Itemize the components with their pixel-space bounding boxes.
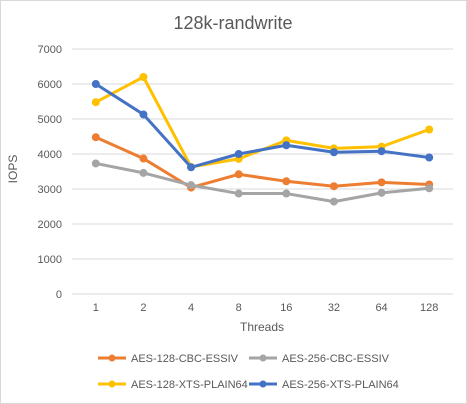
x-tick-label: 16 xyxy=(280,302,292,314)
data-point xyxy=(234,150,243,158)
x-tick-label: 8 xyxy=(236,302,242,314)
y-tick-label: 4000 xyxy=(38,149,62,161)
x-axis-ticks: 1 2 4 8 16 32 64 128 xyxy=(93,302,439,314)
y-tick-label: 7000 xyxy=(38,44,62,56)
data-point xyxy=(139,168,148,177)
x-tick-label: 64 xyxy=(375,302,387,314)
data-point xyxy=(234,189,243,198)
data-point xyxy=(329,148,338,157)
legend-swatch-marker xyxy=(259,354,267,362)
legend-item: AES-256-XTS-PLAIN64 xyxy=(249,379,399,391)
series-line xyxy=(94,135,431,190)
data-point xyxy=(139,73,148,81)
legend-swatch-marker xyxy=(108,354,116,362)
data-point xyxy=(91,133,100,142)
data-point xyxy=(91,98,100,107)
series-line xyxy=(94,82,431,169)
data-point xyxy=(187,181,196,190)
series-layer xyxy=(91,73,434,206)
chart-title: 128k-randwrite xyxy=(173,13,292,33)
legend-item: AES-128-CBC-ESSIV xyxy=(98,353,239,365)
legend-label: AES-256-XTS-PLAIN64 xyxy=(282,379,399,391)
y-tick-label: 0 xyxy=(56,289,62,301)
y-tick-label: 3000 xyxy=(38,184,62,196)
data-point xyxy=(139,154,148,163)
data-point xyxy=(282,189,291,198)
series-1 xyxy=(91,133,434,192)
data-point xyxy=(425,125,434,134)
data-point xyxy=(425,184,434,193)
legend-swatch-marker xyxy=(259,380,267,388)
x-tick-label: 1 xyxy=(93,302,99,314)
legend-label: AES-128-CBC-ESSIV xyxy=(131,353,239,365)
x-tick-label: 2 xyxy=(140,302,146,314)
y-tick-label: 5000 xyxy=(38,114,62,126)
y-axis-label: IOPS xyxy=(6,155,20,184)
data-point xyxy=(329,197,338,206)
series-2 xyxy=(91,159,434,206)
data-point xyxy=(187,163,196,172)
series-line xyxy=(94,161,431,204)
data-point xyxy=(377,188,386,197)
legend: AES-128-CBC-ESSIV AES-256-CBC-ESSIV AES-12… xyxy=(98,353,399,391)
data-point xyxy=(425,153,434,162)
data-point xyxy=(234,170,243,179)
data-point xyxy=(377,147,386,156)
data-point xyxy=(139,110,148,119)
data-point xyxy=(282,177,291,186)
x-tick-label: 4 xyxy=(188,302,194,314)
legend-item: AES-256-CBC-ESSIV xyxy=(249,353,390,365)
data-point xyxy=(377,178,386,187)
legend-label: AES-256-CBC-ESSIV xyxy=(282,353,390,365)
x-tick-label: 128 xyxy=(420,302,438,314)
y-tick-label: 2000 xyxy=(38,219,62,231)
data-point xyxy=(91,159,100,168)
legend-label: AES-128-XTS-PLAIN64 xyxy=(131,379,248,391)
y-tick-label: 6000 xyxy=(38,79,62,91)
y-axis-ticks: 0 1000 2000 3000 4000 5000 6000 7000 xyxy=(38,44,62,301)
series-4 xyxy=(91,80,434,172)
y-tick-label: 1000 xyxy=(38,254,62,266)
legend-item: AES-128-XTS-PLAIN64 xyxy=(98,379,248,391)
x-tick-label: 32 xyxy=(328,302,340,314)
legend-swatch-marker xyxy=(108,380,116,388)
data-point xyxy=(329,182,338,191)
data-point xyxy=(282,141,291,150)
x-axis-label: Threads xyxy=(240,320,284,334)
data-point xyxy=(91,80,100,88)
